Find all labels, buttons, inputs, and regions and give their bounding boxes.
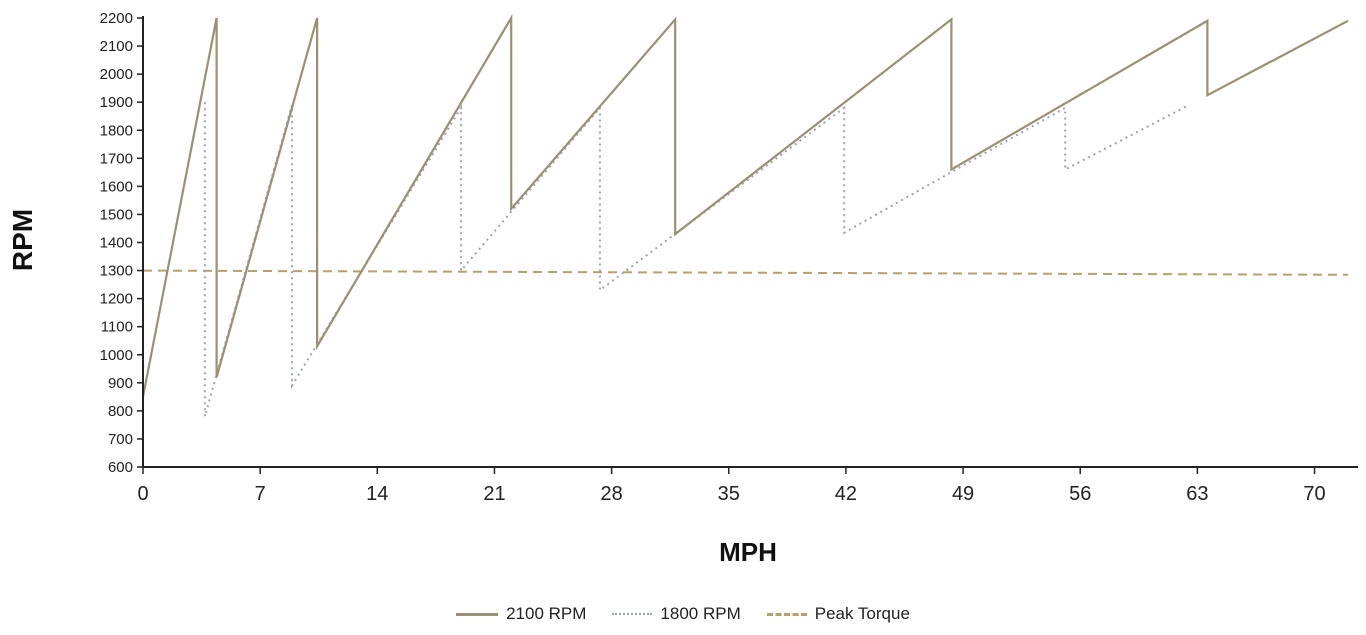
y-tick-label: 700 (108, 431, 133, 448)
plot-area (141, 13, 1349, 417)
y-tick-label: 2100 (100, 38, 133, 55)
y-tick-label: 2000 (100, 66, 133, 83)
legend-item: 2100 RPM (456, 604, 586, 624)
y-tick-label: 1200 (100, 291, 133, 308)
rpm-chart: 6007008009001000110012001300140015001600… (7, 10, 1358, 567)
legend-swatch (456, 612, 499, 616)
legend-swatch (766, 612, 807, 616)
legend-label: Peak Torque (814, 604, 910, 623)
y-tick-label: 1100 (101, 319, 133, 336)
x-tick-label: 28 (600, 483, 622, 505)
x-tick-label: 0 (137, 483, 148, 505)
chart-legend: 2100 RPM 1800 RPM Peak Torque (0, 604, 1366, 624)
legend-item: Peak Torque (766, 604, 910, 624)
series-line-peak-torque (142, 269, 1349, 276)
x-tick-label: 70 (1303, 483, 1325, 505)
x-axis-title: MPH (719, 537, 777, 567)
series-line-2100-rpm (141, 13, 1349, 398)
x-tick-label: 42 (835, 483, 857, 505)
x-tick-label: 7 (255, 483, 266, 505)
y-tick-label: 2200 (100, 10, 133, 27)
x-tick-label: 56 (1069, 483, 1091, 505)
legend-swatch (612, 613, 653, 615)
y-tick-label: 800 (108, 403, 133, 420)
y-tick-label: 1300 (100, 263, 133, 280)
y-axis-title: RPM (7, 209, 38, 271)
y-tick-label: 1000 (100, 347, 133, 364)
y-tick-label: 900 (108, 375, 133, 392)
y-tick-label: 600 (108, 459, 133, 476)
x-tick-label: 35 (718, 483, 740, 505)
y-axis-ticks: 600 700 800 900 1000 1100 1200 1300 1400 1500 1600… (100, 10, 143, 476)
x-tick-label: 14 (366, 483, 388, 505)
series-line-1800-rpm (203, 102, 1190, 417)
legend-label: 1800 RPM (660, 604, 741, 623)
x-axis-ticks: 0 7 14 21 28 35 42 49 56 63 70 (137, 467, 1326, 505)
y-tick-label: 1800 (100, 122, 133, 139)
x-tick-label: 21 (483, 483, 505, 505)
legend-label: 2100 RPM (506, 604, 587, 623)
y-tick-label: 1400 (100, 235, 133, 252)
y-tick-label: 1600 (100, 178, 133, 195)
y-tick-label: 1700 (100, 150, 133, 167)
x-tick-label: 49 (952, 483, 974, 505)
y-tick-label: 1900 (100, 94, 133, 111)
x-tick-label: 63 (1186, 483, 1208, 505)
legend-item: 1800 RPM (612, 604, 741, 624)
y-tick-label: 1500 (100, 206, 133, 223)
